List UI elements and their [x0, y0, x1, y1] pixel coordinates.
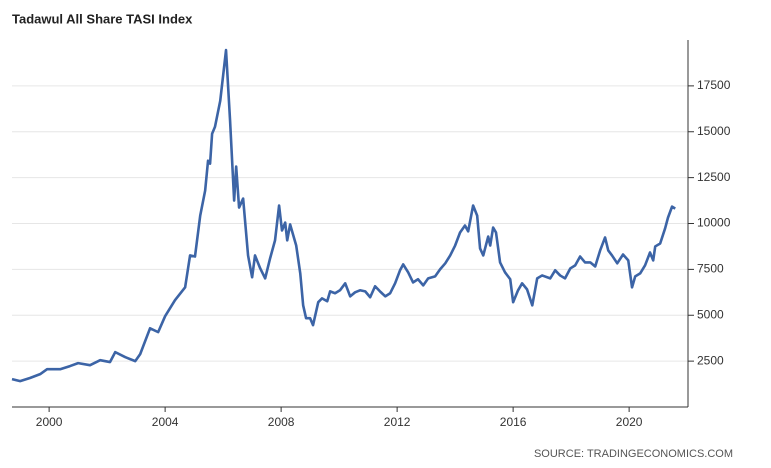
- y-tick-label: 2500: [697, 353, 724, 367]
- x-tick-label: 2020: [616, 415, 643, 429]
- x-tick-label: 2012: [384, 415, 411, 429]
- y-tick-label: 12500: [697, 170, 731, 184]
- y-tick-label: 15000: [697, 124, 731, 138]
- x-tick-label: 2016: [500, 415, 527, 429]
- y-tick-label: 17500: [697, 78, 731, 92]
- chart-title: Tadawul All Share TASI Index: [12, 11, 193, 26]
- source: SOURCE: TRADINGECONOMICS.COM: [534, 448, 733, 460]
- line-series: [11, 48, 676, 383]
- x-tick-label: 2000: [36, 415, 63, 429]
- y-tick-label: 10000: [697, 216, 731, 230]
- y-tick-label: 5000: [697, 307, 724, 321]
- y-tick-label: 7500: [697, 262, 724, 276]
- x-tick-label: 2004: [152, 415, 179, 429]
- x-tick-label: 2008: [268, 415, 295, 429]
